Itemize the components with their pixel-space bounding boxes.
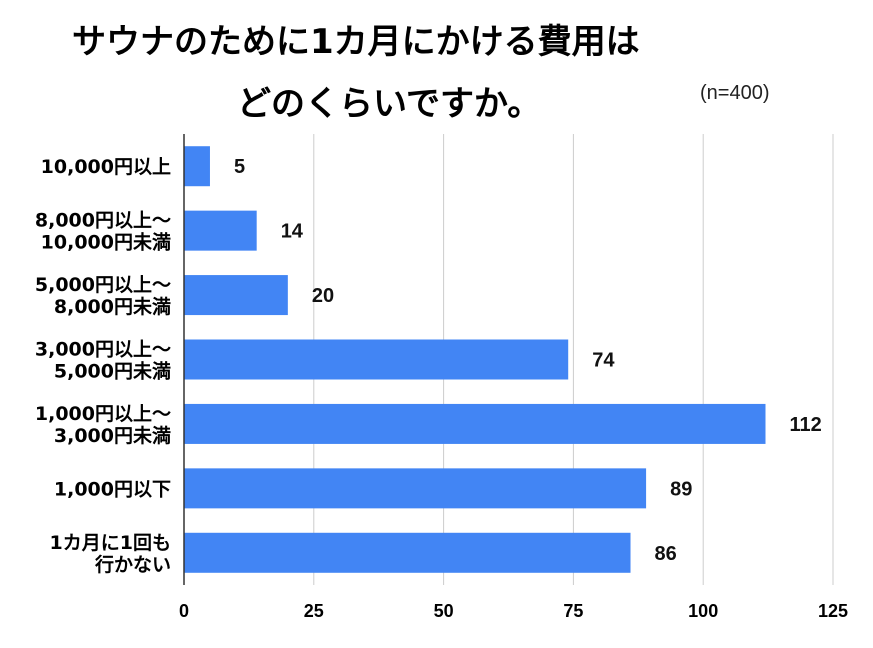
sample-size-label: (n=400) <box>700 82 770 104</box>
category-label-5-0: 1,000円以下 <box>54 478 171 500</box>
category-label-1-1: 10,000円未満 <box>41 231 171 254</box>
bar-0 <box>184 146 210 187</box>
bar-6 <box>184 532 631 573</box>
bar-2 <box>184 275 288 316</box>
category-label-3-1: 5,000円未満 <box>54 360 171 383</box>
category-label-2-0: 5,000円以上～ <box>35 274 171 296</box>
category-label-1-0: 8,000円以上～ <box>35 210 171 232</box>
x-tick-label-3: 75 <box>563 601 583 621</box>
x-tick-label-5: 125 <box>818 601 848 621</box>
x-tick-label-4: 100 <box>688 601 718 621</box>
category-label-2-1: 8,000円未満 <box>54 295 171 318</box>
chart-title-line-2: どのくらいですか。 <box>237 84 542 124</box>
value-label-2: 20 <box>312 285 334 307</box>
x-tick-label-0: 0 <box>179 601 189 621</box>
value-label-1: 14 <box>281 221 304 243</box>
category-label-6-0: 1カ月に1回も <box>50 532 171 554</box>
bar-5 <box>184 468 647 509</box>
category-label-3-0: 3,000円以上～ <box>35 339 171 361</box>
category-label-4-0: 1,000円以上～ <box>35 403 171 425</box>
value-label-0: 5 <box>234 156 245 178</box>
bar-1 <box>184 210 257 251</box>
value-label-5: 89 <box>670 478 692 500</box>
category-label-4-1: 3,000円未満 <box>54 424 171 447</box>
bar-4 <box>184 403 766 444</box>
bar-3 <box>184 339 569 380</box>
x-tick-label-2: 50 <box>434 601 454 621</box>
value-label-6: 86 <box>655 543 677 565</box>
chart-title-line-1: サウナのために1カ月にかける費用は <box>72 22 640 62</box>
x-tick-label-1: 25 <box>304 601 324 621</box>
category-label-6-1: 行かない <box>94 553 171 576</box>
value-label-4: 112 <box>790 414 822 436</box>
value-label-3: 74 <box>592 350 615 372</box>
category-label-0-0: 10,000円以上 <box>41 156 171 178</box>
